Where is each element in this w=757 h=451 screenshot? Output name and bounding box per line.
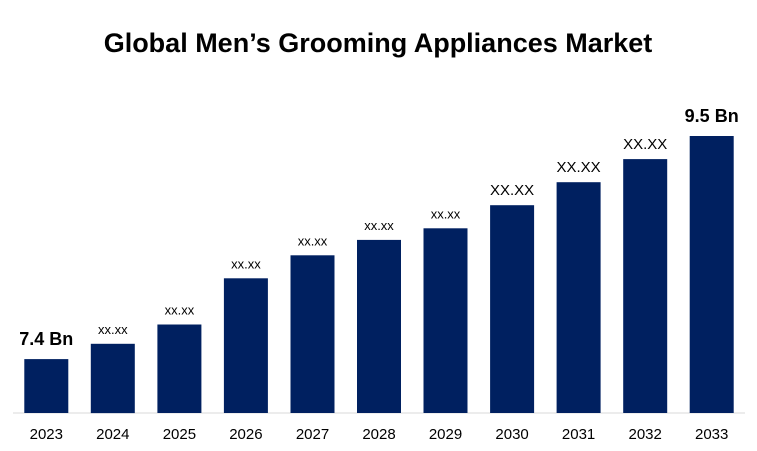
bar-2026 bbox=[223, 278, 268, 413]
bar-2023 bbox=[24, 359, 69, 413]
data-label-2026: xx.xx bbox=[231, 256, 261, 271]
x-tick-label-2027: 2027 bbox=[296, 426, 329, 443]
data-label-2023: 7.4 Bn bbox=[19, 329, 73, 349]
x-tick-label-2025: 2025 bbox=[163, 426, 196, 443]
bar-2028 bbox=[357, 239, 401, 413]
bar-2032 bbox=[623, 159, 668, 413]
x-tick-label-2028: 2028 bbox=[362, 426, 395, 443]
x-tick-label-2032: 2032 bbox=[629, 426, 662, 443]
data-label-2033: 9.5 Bn bbox=[685, 106, 739, 126]
bar-2030 bbox=[490, 205, 535, 413]
bar-2025 bbox=[157, 324, 202, 413]
x-tick-label-2024: 2024 bbox=[96, 426, 129, 443]
x-tick-label-2023: 2023 bbox=[30, 426, 63, 443]
data-label-2028: xx.xx bbox=[364, 218, 394, 233]
x-tick-labels: 2023 2024 2025 2026 2027 2028 2029 2030 2031 2032… bbox=[30, 426, 729, 443]
bar-2033 bbox=[689, 136, 734, 413]
data-label-2024: xx.xx bbox=[98, 322, 128, 337]
data-label-2029: xx.xx bbox=[431, 206, 461, 221]
bar-2029 bbox=[423, 228, 468, 413]
data-label-2025: xx.xx bbox=[165, 303, 195, 318]
x-tick-label-2031: 2031 bbox=[562, 426, 595, 443]
data-label-2030: XX.XX bbox=[490, 182, 534, 199]
bars-group bbox=[24, 136, 734, 414]
x-tick-label-2029: 2029 bbox=[429, 426, 462, 443]
x-tick-label-2030: 2030 bbox=[495, 426, 528, 443]
data-label-2027: xx.xx bbox=[298, 233, 328, 248]
data-label-2031: XX.XX bbox=[557, 159, 601, 176]
x-tick-label-2026: 2026 bbox=[229, 426, 262, 443]
bar-2027 bbox=[290, 255, 335, 413]
bar-2031 bbox=[556, 182, 601, 413]
chart-title: Global Men’s Grooming Appliances Market bbox=[104, 28, 653, 58]
bar-2024 bbox=[90, 343, 135, 414]
data-labels: 7.4 Bn xx.xx xx.xx xx.xx xx.xx xx.xx xx.xx XX.X… bbox=[19, 106, 738, 349]
x-tick-label-2033: 2033 bbox=[695, 426, 728, 443]
data-label-2032: XX.XX bbox=[623, 136, 667, 153]
